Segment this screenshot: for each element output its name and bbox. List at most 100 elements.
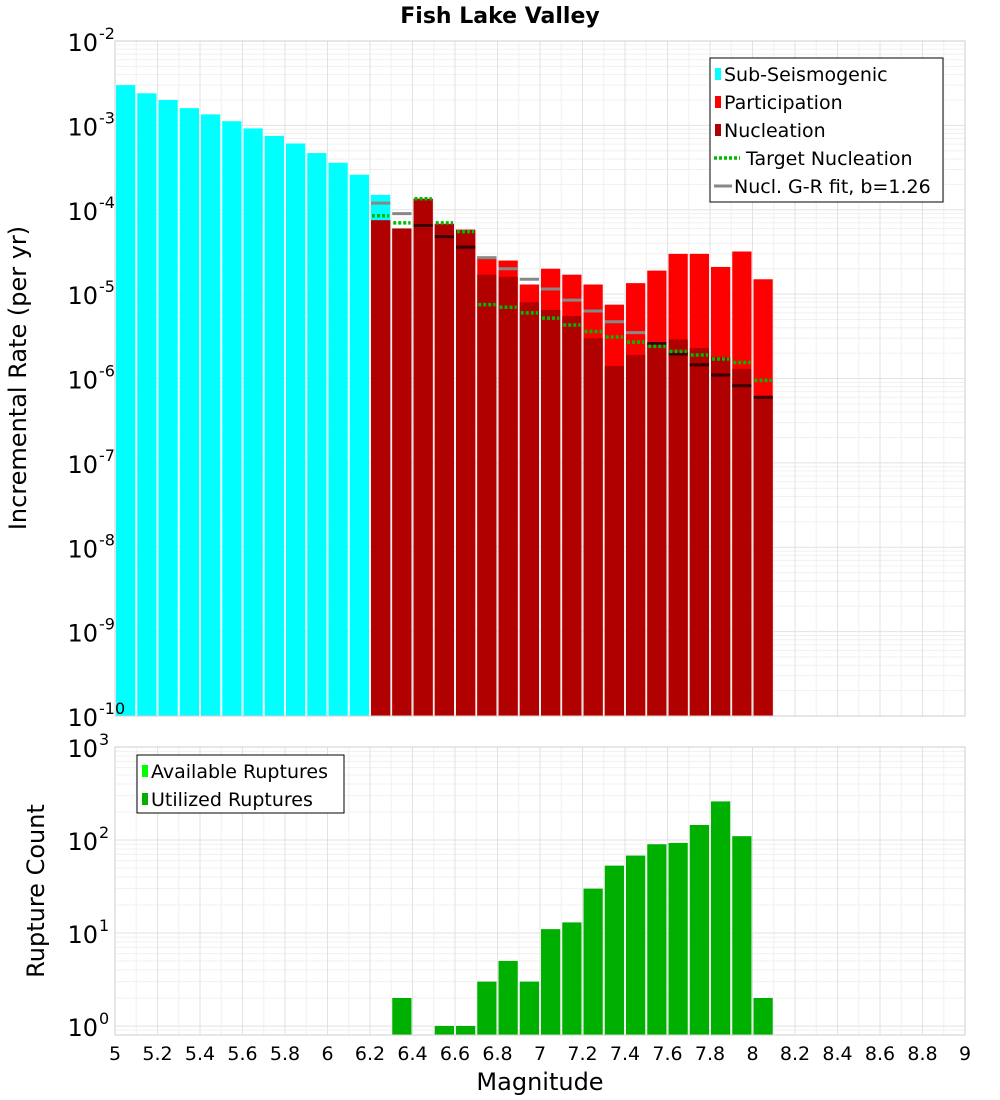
utilized-ruptures-bar bbox=[498, 960, 518, 1035]
utilized-ruptures-bar bbox=[392, 997, 412, 1035]
y-tick-label: 10 bbox=[67, 921, 98, 949]
utilized-ruptures-bar bbox=[689, 824, 709, 1035]
y-tick-label: 10 bbox=[67, 29, 98, 57]
nucleation-bar bbox=[413, 198, 433, 717]
legend-label: Nucleation bbox=[724, 120, 826, 142]
nucleation-bar bbox=[541, 309, 561, 716]
utilized-ruptures-bar bbox=[456, 1025, 476, 1035]
x-tick-label: 8.4 bbox=[822, 1043, 852, 1065]
x-tick-label: 9 bbox=[959, 1043, 971, 1065]
x-tick-label: 6.8 bbox=[482, 1043, 512, 1065]
sub-seismogenic-bar bbox=[264, 135, 284, 717]
x-tick-label: 8 bbox=[746, 1043, 758, 1065]
x-tick-label: 5.2 bbox=[142, 1043, 172, 1065]
top-plot-legend: Sub-Seismogenic Participation Nucleation Ta… bbox=[709, 57, 944, 203]
utilized-ruptures-bar bbox=[711, 801, 731, 1035]
legend-label: Participation bbox=[724, 92, 843, 114]
legend-swatch bbox=[142, 793, 148, 805]
utilized-ruptures-bar bbox=[477, 981, 497, 1035]
x-axis-label: Magnitude bbox=[476, 1068, 603, 1096]
sub-seismogenic-bar bbox=[137, 93, 157, 716]
y-tick-label: 10 bbox=[67, 113, 98, 141]
x-tick-label: 5.8 bbox=[270, 1043, 300, 1065]
legend-swatch bbox=[715, 96, 721, 108]
nucleation-bar bbox=[604, 366, 624, 716]
sub-seismogenic-bar bbox=[349, 174, 369, 716]
chart-title: Fish Lake Valley bbox=[400, 4, 599, 29]
x-tick-label: 6.2 bbox=[355, 1043, 385, 1065]
nucleation-bar bbox=[711, 356, 731, 716]
nucleation-bar bbox=[732, 368, 752, 716]
sub-seismogenic-bar bbox=[243, 128, 263, 716]
utilized-ruptures-bar bbox=[668, 842, 688, 1035]
nucleation-bar bbox=[753, 397, 773, 716]
y-tick-exponent: -8 bbox=[99, 530, 115, 549]
y-tick-label: 10 bbox=[67, 535, 98, 563]
bottom-plot-frame bbox=[114, 746, 966, 1036]
y-tick-exponent: 2 bbox=[99, 823, 109, 842]
nucleation-bar bbox=[477, 274, 497, 716]
x-tick-label: 7 bbox=[534, 1043, 546, 1065]
legend-label: Nucl. G-R fit, b=1.26 bbox=[734, 176, 931, 198]
top-legend-box bbox=[709, 57, 944, 203]
nucleation-bar bbox=[371, 220, 391, 717]
sub-seismogenic-bar bbox=[179, 108, 199, 717]
bottom-y-axis-label: Rupture Count bbox=[22, 804, 50, 978]
sub-seismogenic-bar bbox=[201, 114, 221, 716]
nucleation-bar bbox=[519, 302, 539, 716]
utilized-ruptures-bar bbox=[753, 997, 773, 1035]
top-plot-frame bbox=[114, 40, 966, 717]
nucleation-bar bbox=[647, 343, 667, 716]
nucleation-bar bbox=[626, 354, 646, 716]
sub-seismogenic-bar bbox=[328, 162, 348, 716]
nucleation-bar bbox=[668, 339, 688, 716]
sub-seismogenic-bar bbox=[222, 121, 242, 716]
y-tick-exponent: 3 bbox=[99, 730, 109, 749]
x-tick-label: 7.2 bbox=[567, 1043, 597, 1065]
utilized-ruptures-bar bbox=[541, 929, 561, 1035]
y-tick-exponent: -6 bbox=[99, 362, 115, 381]
x-tick-label: 8.8 bbox=[907, 1043, 937, 1065]
y-tick-exponent: -3 bbox=[99, 108, 115, 127]
legend-label: Available Ruptures bbox=[151, 761, 328, 783]
bottom-plot-bars bbox=[392, 801, 773, 1035]
nucleation-bar bbox=[456, 229, 476, 717]
legend-label: Sub-Seismogenic bbox=[724, 64, 888, 86]
x-tick-label: 7.4 bbox=[610, 1043, 640, 1065]
nucleation-bar bbox=[434, 223, 454, 716]
x-tick-label: 8.2 bbox=[780, 1043, 810, 1065]
y-tick-label: 10 bbox=[67, 1014, 98, 1042]
x-tick-label: 5.4 bbox=[185, 1043, 215, 1065]
y-tick-exponent: -5 bbox=[99, 277, 115, 296]
nucleation-bar bbox=[498, 276, 518, 716]
x-axis-ticks: 5 5.2 5.4 5.6 5.8 6 6.2 6.4 6.6 6.8 7 7.2 7.4 7.6 7.8 8… bbox=[109, 1043, 971, 1065]
top-plot-bars bbox=[116, 85, 773, 717]
nucleation-bar bbox=[689, 347, 709, 716]
y-tick-exponent: -4 bbox=[99, 193, 115, 212]
bottom-legend-box bbox=[136, 754, 345, 814]
top-plot-fit-lines bbox=[371, 197, 773, 399]
top-y-axis-label: Incremental Rate (per yr) bbox=[4, 226, 32, 530]
sub-seismogenic-bar bbox=[307, 153, 327, 716]
utilized-ruptures-bar bbox=[583, 888, 603, 1035]
y-tick-exponent: -7 bbox=[99, 446, 115, 465]
nucleation-bar bbox=[583, 338, 603, 716]
sub-seismogenic-bar bbox=[286, 143, 306, 716]
legend-swatch bbox=[715, 68, 721, 80]
utilized-ruptures-bar bbox=[604, 865, 624, 1035]
utilized-ruptures-bar bbox=[732, 836, 752, 1035]
y-tick-label: 10 bbox=[67, 282, 98, 310]
x-tick-label: 5 bbox=[109, 1043, 121, 1065]
x-tick-label: 7.6 bbox=[652, 1043, 682, 1065]
x-tick-label: 8.6 bbox=[865, 1043, 895, 1065]
legend-label: Target Nucleation bbox=[745, 148, 913, 170]
y-tick-label: 10 bbox=[67, 451, 98, 479]
y-tick-exponent: 0 bbox=[99, 1009, 109, 1028]
x-tick-label: 6.6 bbox=[440, 1043, 470, 1065]
y-tick-label: 10 bbox=[67, 735, 98, 763]
utilized-ruptures-bar bbox=[626, 855, 646, 1035]
utilized-ruptures-bar bbox=[647, 844, 667, 1035]
sub-seismogenic-bar bbox=[116, 85, 136, 716]
nucleation-bar bbox=[562, 316, 582, 716]
y-tick-exponent: -2 bbox=[99, 24, 115, 43]
